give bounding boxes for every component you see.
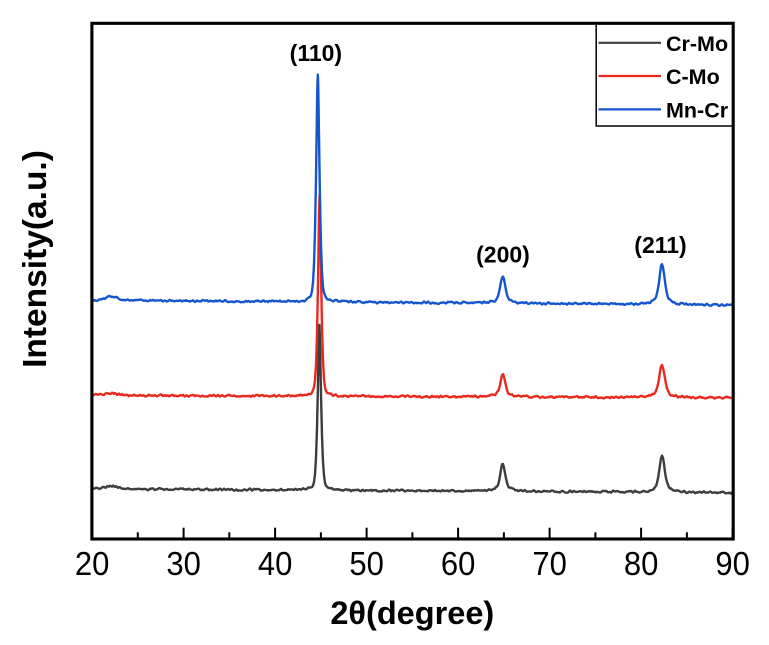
svg-text:60: 60 bbox=[441, 546, 476, 583]
svg-text:90: 90 bbox=[715, 546, 750, 583]
svg-text:50: 50 bbox=[349, 546, 384, 583]
svg-text:70: 70 bbox=[532, 546, 567, 583]
svg-text:(110): (110) bbox=[290, 40, 342, 66]
svg-text:C-Mo: C-Mo bbox=[666, 65, 720, 89]
svg-text:2θ(degree): 2θ(degree) bbox=[330, 595, 494, 631]
svg-text:80: 80 bbox=[624, 546, 659, 583]
svg-text:(211): (211) bbox=[634, 232, 686, 258]
svg-text:30: 30 bbox=[166, 546, 201, 583]
svg-text:Cr-Mo: Cr-Mo bbox=[666, 32, 728, 56]
svg-text:20: 20 bbox=[75, 546, 110, 583]
svg-text:(200): (200) bbox=[476, 241, 530, 267]
svg-text:40: 40 bbox=[258, 546, 293, 583]
svg-text:Mn-Cr: Mn-Cr bbox=[666, 99, 729, 123]
svg-text:Intensity(a.u.): Intensity(a.u.) bbox=[17, 150, 54, 368]
